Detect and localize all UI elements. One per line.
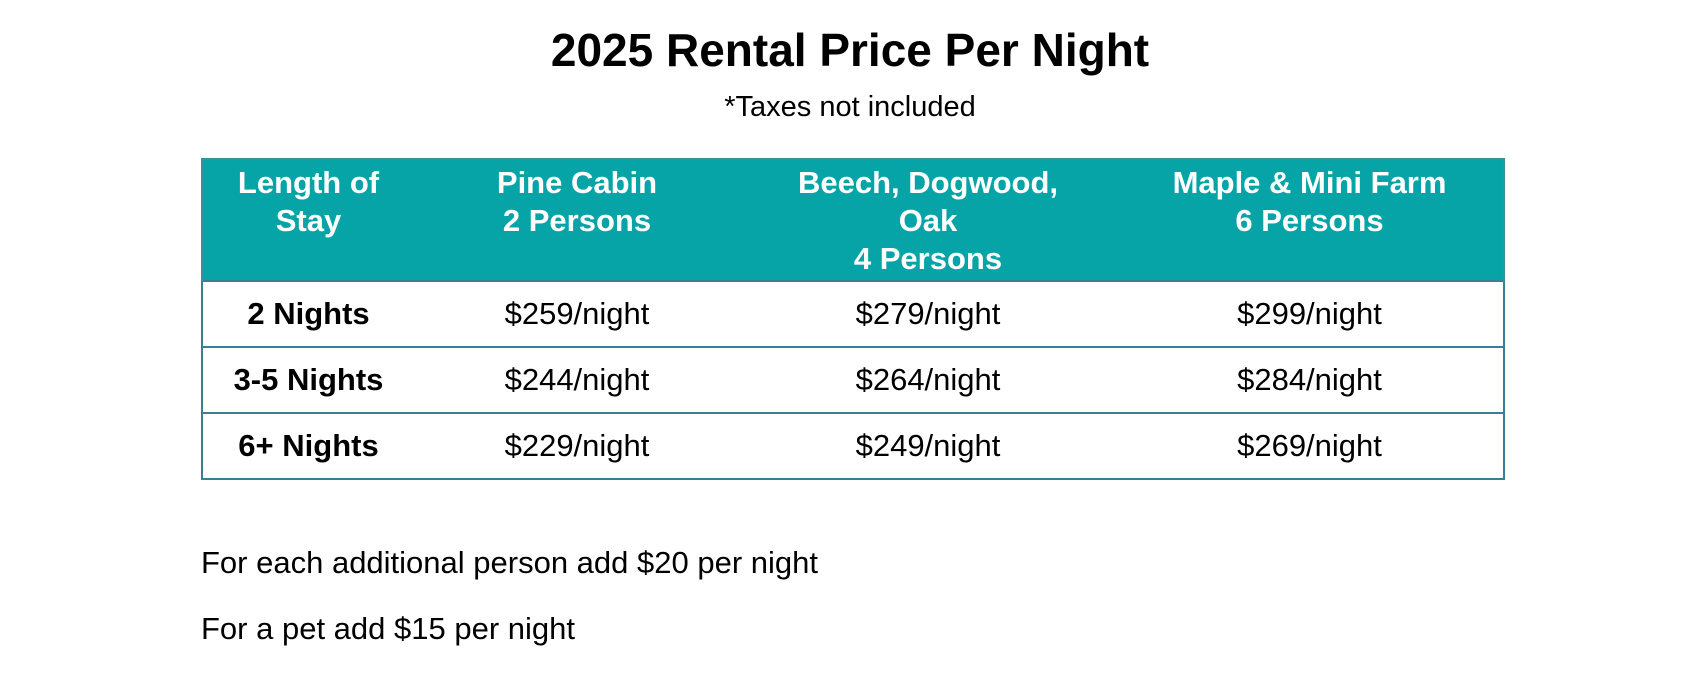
maple-price-cell: $299/night <box>1116 280 1505 348</box>
header-line: 6 Persons <box>1235 203 1384 238</box>
beech-price-cell: $264/night <box>740 347 1116 414</box>
pet-fee-note: For a pet add $15 per night <box>201 611 575 646</box>
header-line: 4 Persons <box>853 241 1003 276</box>
stay-length-cell: 2 Nights <box>201 280 414 348</box>
header-line: Beech, Dogwood, <box>797 165 1059 200</box>
additional-person-note: For each additional person add $20 per n… <box>201 545 818 580</box>
stay-length-cell: 6+ Nights <box>201 413 414 480</box>
stay-length-cell: 3-5 Nights <box>201 347 414 414</box>
pine-price-cell: $259/night <box>414 280 740 348</box>
table-row: 6+ Nights $229/night $249/night $269/nig… <box>201 413 1505 480</box>
header-length-of-stay: Length of Stay <box>201 158 414 281</box>
price-table: Length of Stay Pine Cabin 2 Persons Beec… <box>201 158 1505 480</box>
header-line: Maple & Mini Farm <box>1172 165 1447 200</box>
maple-price-cell: $284/night <box>1116 347 1505 414</box>
beech-price-cell: $249/night <box>740 413 1116 480</box>
header-line: Oak <box>898 203 958 238</box>
header-line: 2 Persons <box>502 203 652 238</box>
header-pine-cabin: Pine Cabin 2 Persons <box>414 158 740 281</box>
table-header-row: Length of Stay Pine Cabin 2 Persons Beec… <box>201 158 1505 281</box>
maple-price-cell: $269/night <box>1116 413 1505 480</box>
beech-price-cell: $279/night <box>740 280 1116 348</box>
taxes-note: *Taxes not included <box>724 91 976 123</box>
table-row: 2 Nights $259/night $279/night $299/nigh… <box>201 280 1505 348</box>
table-row: 3-5 Nights $244/night $264/night $284/ni… <box>201 347 1505 414</box>
header-beech-dogwood-oak: Beech, Dogwood, Oak 4 Persons <box>740 158 1116 281</box>
header-line: Pine Cabin <box>496 165 658 200</box>
header-maple-mini-farm: Maple & Mini Farm 6 Persons <box>1116 158 1505 281</box>
page-title: 2025 Rental Price Per Night <box>550 24 1150 76</box>
pine-price-cell: $229/night <box>414 413 740 480</box>
pine-price-cell: $244/night <box>414 347 740 414</box>
header-line: Stay <box>275 203 342 238</box>
header-line: Length of <box>237 165 380 200</box>
